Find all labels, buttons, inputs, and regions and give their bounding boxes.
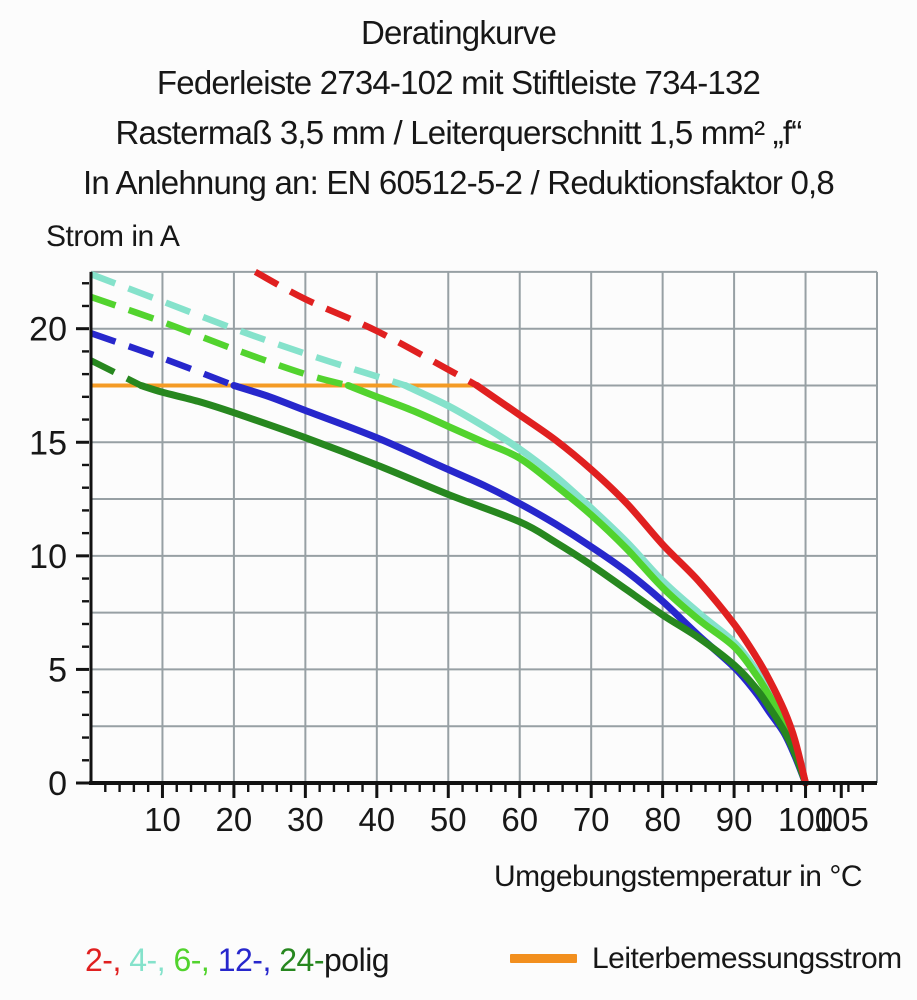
y-axis-tick-label: 5 <box>48 651 67 689</box>
x-axis-tick-label: 40 <box>358 801 395 838</box>
legend-pole-12: 12-, <box>217 942 280 978</box>
y-axis-tick-label: 20 <box>29 311 67 349</box>
rated-current-label: Leiterbemessungsstrom <box>592 942 902 975</box>
rated-current-swatch <box>510 954 577 963</box>
chart-area: 10 20 30 40 50 60 70 80 90 100 105 0 5 10 15 20 <box>0 250 917 870</box>
x-axis-title: Umgebungstemperatur in °C <box>493 860 863 893</box>
legend-row: 2-, 4-, 6-, 12-, 24-polig Leiterbemessun… <box>0 942 917 988</box>
x-axis-tick-label: 50 <box>430 801 467 838</box>
title-line-4: In Anlehnung an: EN 60512-5-2 / Reduktio… <box>83 164 835 201</box>
curve-12-polig-dashed <box>89 330 236 389</box>
curve-24-polig-solid <box>137 382 809 787</box>
legend-pole-2: 2-, <box>85 942 130 978</box>
x-axis-tick-label: 105 <box>814 801 869 838</box>
x-axis-tick-label: 70 <box>573 801 610 838</box>
y-axis-tick-label: 15 <box>29 424 67 462</box>
curve-4-polig-dashed <box>89 271 407 389</box>
curve-6-polig-dashed <box>89 293 350 389</box>
legend-pole-24: 24- <box>279 942 324 978</box>
x-axis-tick-label: 60 <box>501 801 538 838</box>
curve-2-polig-solid <box>473 382 809 787</box>
title-line-1: Deratingkurve <box>360 14 557 51</box>
x-axis-tick-label: 100 <box>778 801 833 838</box>
y-axis-tick-label: 10 <box>29 538 67 576</box>
legend-poles-suffix: polig <box>323 942 390 978</box>
x-axis-tick-label: 90 <box>716 801 753 838</box>
curve-24-polig-dashed <box>89 357 143 389</box>
title-line-2: Federleiste 2734-102 mit Stiftleiste 734… <box>156 64 761 101</box>
x-axis-tick-label: 80 <box>644 801 681 838</box>
x-axis-tick-label: 30 <box>287 801 324 838</box>
curve-2-polig-dashed <box>253 269 479 389</box>
x-axis-tick-label: 10 <box>144 801 181 838</box>
chart-title-block: Deratingkurve Federleiste 2734-102 mit S… <box>0 8 917 208</box>
legend-pole-6: 6-, <box>173 942 218 978</box>
x-axis-tick-label: 20 <box>216 801 253 838</box>
y-axis-tick-label: 0 <box>48 765 67 803</box>
legend-poles: 2-, 4-, 6-, 12-, 24-polig <box>85 942 390 979</box>
curve-4-polig-solid <box>401 382 809 787</box>
curve-6-polig-solid <box>344 382 809 787</box>
title-line-3: Rastermaß 3,5 mm / Leiterquerschnitt 1,5… <box>115 114 803 151</box>
y-axis-title: Strom in A <box>46 220 180 253</box>
legend-pole-4: 4-, <box>129 942 174 978</box>
